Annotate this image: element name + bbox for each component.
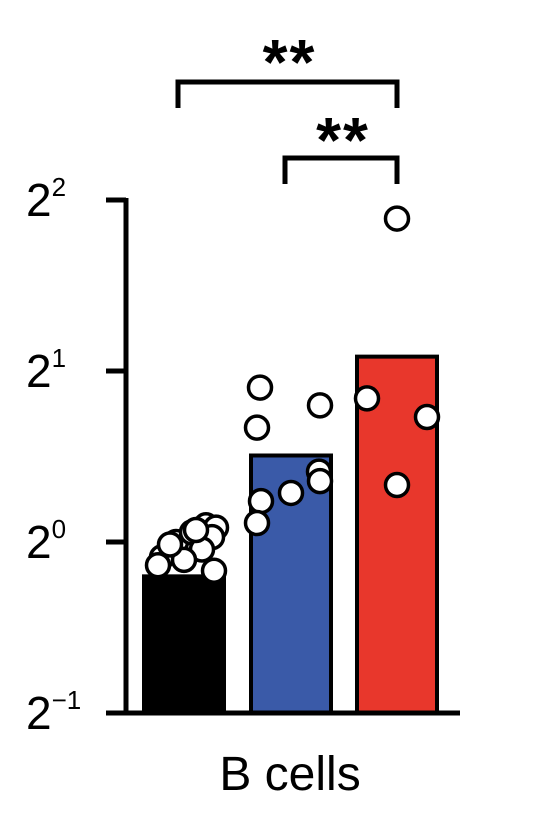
data-point [156, 531, 184, 558]
data-point [383, 205, 411, 232]
data-point [200, 557, 228, 584]
significance-brackets: **** [175, 26, 400, 184]
y-tick-base: 2 [26, 345, 52, 397]
y-tick-exponent: 0 [52, 514, 66, 544]
data-point [243, 509, 271, 537]
y-tick-exponent: −1 [52, 685, 82, 715]
significance-bracket [282, 155, 400, 184]
data-point [144, 552, 172, 579]
data-point [246, 374, 274, 401]
x-axis-label: B cells [219, 748, 360, 801]
data-point [182, 516, 210, 544]
bar-1 [142, 574, 226, 716]
data-point [243, 414, 271, 441]
significance-label: ** [263, 26, 317, 98]
significance-label: ** [316, 104, 370, 176]
y-tick-label: 22 [26, 172, 66, 226]
y-tick-label: 2−1 [26, 685, 81, 739]
significance-bracket [175, 79, 400, 108]
y-tick-exponent: 1 [52, 343, 66, 373]
data-point [383, 471, 411, 499]
y-tick-label: 20 [26, 514, 66, 568]
y-tick-label: 21 [26, 343, 66, 397]
data-point [413, 403, 441, 431]
y-tick-exponent: 2 [52, 172, 66, 202]
data-point [247, 487, 275, 515]
data-point [306, 467, 334, 495]
y-tick-base: 2 [26, 687, 52, 739]
y-tick-base: 2 [26, 516, 52, 568]
y-tick-base: 2 [26, 174, 52, 226]
data-point [277, 479, 305, 507]
data-points [144, 205, 441, 584]
data-point [306, 392, 334, 419]
data-point [353, 385, 381, 412]
